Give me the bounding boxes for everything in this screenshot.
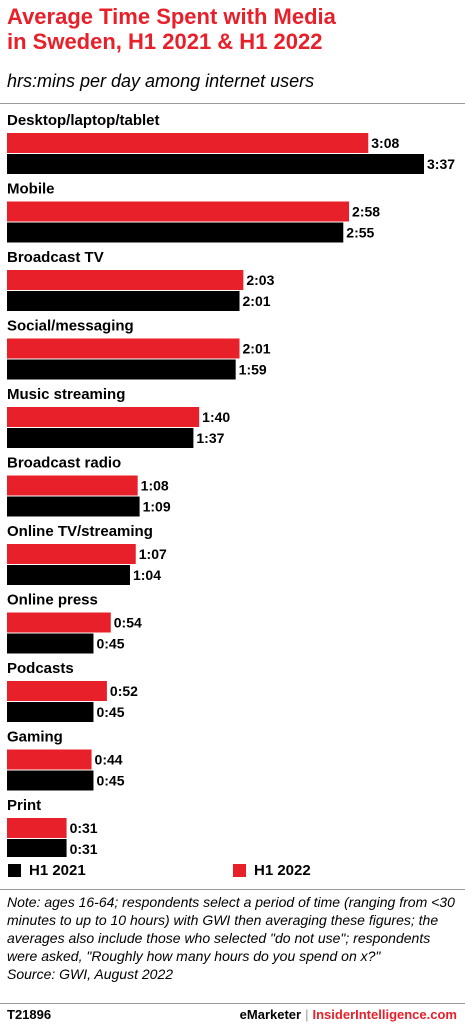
legend-item-h1-2021: H1 2021 [8,860,86,880]
bar-h1-2021-podcasts [7,702,94,722]
bar-h1-2022-gaming [7,749,92,770]
data-label-h1-2021-mobile: 2:55 [346,225,374,241]
data-label-h1-2022-broadcast-radio: 1:08 [141,478,169,494]
bar-h1-2021-mobile [7,222,344,243]
bar-h1-2022-broadcast-tv [7,270,244,290]
data-label-h1-2021-podcasts: 0:45 [96,704,124,720]
data-label-h1-2022-social-messaging: 2:01 [243,341,271,357]
bar-h1-2022-print [7,818,67,838]
legend-item-h1-2022: H1 2022 [233,860,311,880]
chart-title: Average Time Spent with Media in Sweden,… [7,4,457,54]
legend-label-h1-2022: H1 2022 [254,861,311,879]
data-label-h1-2022-music-streaming: 1:40 [202,409,230,425]
data-label-h1-2022-desktop-laptop-tablet: 3:08 [371,135,399,151]
bar-h1-2022-online-tv-streaming [7,544,136,564]
data-label-h1-2022-online-tv-streaming: 1:07 [139,546,167,562]
bar-h1-2021-online-tv-streaming [7,565,130,585]
brand-emarketer: eMarketer [239,1007,302,1022]
note-text: Note: ages 16-64; respondents select a p… [7,894,455,964]
data-label-h1-2022-print: 0:31 [70,820,98,836]
bar-h1-2021-broadcast-tv [7,291,240,311]
bar-h1-2021-online-press [7,633,94,654]
legend-swatch-h1-2021 [8,863,21,877]
data-label-h1-2021-desktop-laptop-tablet: 3:37 [427,156,455,172]
bar-chart: Desktop/laptop/tablet 3:08 3:37 Mobile 2:58 2… [7,112,455,857]
bar-h1-2021-social-messaging [7,359,236,380]
data-label-h1-2022-broadcast-tv: 2:03 [246,272,274,288]
bar-h1-2022-desktop-laptop-tablet [7,133,369,153]
source-text: Source: GWI, August 2022 [7,966,174,982]
category-label-gaming: Gaming [7,729,63,746]
category-label-online-tv-streaming: Online TV/streaming [7,523,153,540]
bar-h1-2021-desktop-laptop-tablet [7,154,424,174]
data-label-h1-2022-gaming: 0:44 [95,752,123,768]
bar-h1-2022-broadcast-radio [7,475,138,496]
data-label-h1-2021-music-streaming: 1:37 [196,430,224,446]
top-divider [0,103,465,104]
bar-h1-2022-music-streaming [7,407,200,427]
data-label-h1-2022-mobile: 2:58 [352,204,380,220]
chart-code: T21896 [7,1007,52,1022]
category-label-podcasts: Podcasts [7,660,74,677]
title-line-1: Average Time Spent with Media [7,4,336,29]
category-label-broadcast-tv: Broadcast TV [7,249,104,266]
data-label-h1-2021-broadcast-radio: 1:09 [143,499,171,515]
brand: eMarketer | InsiderIntelligence.com [240,1007,457,1022]
note-block: Note: ages 16-64; respondents select a p… [7,893,459,983]
data-label-h1-2021-gaming: 0:45 [96,773,124,789]
brand-separator: | [305,1007,309,1022]
bar-h1-2022-mobile [7,201,350,222]
bar-h1-2021-gaming [7,770,94,791]
bar-h1-2022-online-press [7,612,111,633]
brand-insider-intelligence: InsiderIntelligence.com [312,1007,458,1022]
category-label-print: Print [7,797,41,814]
note-divider [0,889,465,890]
bar-h1-2021-print [7,839,67,857]
legend-swatch-h1-2022 [233,863,246,877]
footer: T21896 eMarketer | InsiderIntelligence.com [0,1005,465,1023]
category-label-broadcast-radio: Broadcast radio [7,455,121,472]
data-label-h1-2021-online-press: 0:45 [96,636,124,652]
category-label-mobile: Mobile [7,181,55,198]
data-label-h1-2022-online-press: 0:54 [114,615,142,631]
category-label-online-press: Online press [7,592,98,609]
bar-h1-2022-podcasts [7,681,107,701]
category-label-social-messaging: Social/messaging [7,318,134,335]
data-label-h1-2022-podcasts: 0:52 [110,683,138,699]
chart-subtitle: hrs:mins per day among internet users [7,71,315,91]
data-label-h1-2021-broadcast-tv: 2:01 [243,293,271,309]
bar-h1-2021-music-streaming [7,428,194,448]
category-label-music-streaming: Music streaming [7,386,125,403]
legend-label-h1-2021: H1 2021 [29,861,86,879]
bar-h1-2022-social-messaging [7,338,240,359]
footer-divider [0,1003,465,1004]
data-label-h1-2021-print: 0:31 [70,841,98,857]
data-label-h1-2021-social-messaging: 1:59 [239,362,267,378]
bar-h1-2021-broadcast-radio [7,496,140,517]
category-label-desktop-laptop-tablet: Desktop/laptop/tablet [7,112,160,129]
data-label-h1-2021-online-tv-streaming: 1:04 [133,567,161,583]
title-line-2: in Sweden, H1 2021 & H1 2022 [7,29,323,54]
